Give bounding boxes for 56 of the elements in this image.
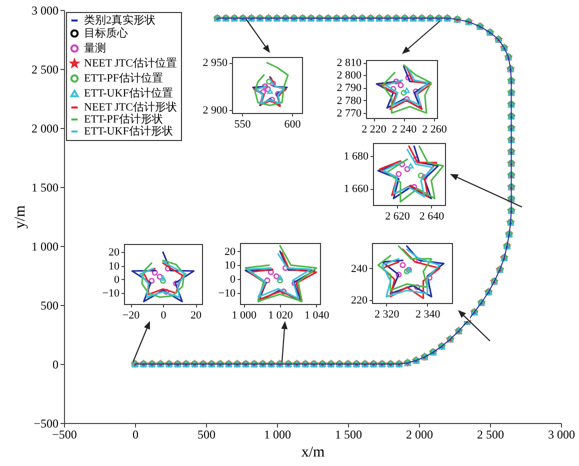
y-tick-label: 240	[351, 262, 368, 275]
x-tick-label: 2 000	[406, 428, 433, 442]
y-tick-label: 0	[52, 358, 58, 372]
y-tick-label: 0	[230, 274, 236, 286]
y-tick-label: 1 000	[32, 240, 58, 254]
legend-label: NEET JTC估计形状	[84, 100, 177, 114]
y-axis-title: y/m	[12, 205, 28, 229]
y-tick-label: 2 900	[202, 104, 228, 117]
legend-label: ETT-PF估计形状	[84, 112, 164, 126]
x-tick-label: 0	[160, 310, 167, 322]
y-tick-label: 2 780	[336, 94, 362, 107]
x-tick-label: 2 620	[385, 210, 410, 222]
y-tick-label: 2 770	[336, 107, 362, 120]
legend-label: 类别2真实形状	[84, 14, 156, 26]
y-tick-label: 10	[224, 260, 236, 272]
x-tick-label: 1 000	[264, 428, 291, 442]
y-tick-label: 2 800	[336, 70, 362, 82]
legend-label: 目标质心	[84, 26, 128, 40]
y-tick-label: 2 950	[202, 57, 228, 70]
legend-label: ETT-UKF估计位置	[84, 86, 173, 100]
y-tick-label: 20	[224, 246, 236, 258]
y-tick-label: 1 680	[344, 150, 369, 163]
y-tick-label: 2 790	[336, 82, 362, 94]
y-tick-label: 1 500	[32, 180, 58, 194]
x-tick-label: 2 500	[477, 428, 504, 442]
x-tick-label: 0	[132, 428, 138, 442]
y-tick-label: 220	[351, 294, 368, 306]
y-tick-label: 0	[114, 274, 120, 286]
y-tick-label: 10	[108, 260, 120, 272]
x-tick-label: 1 040	[304, 310, 330, 322]
x-tick-label: 1 020	[268, 310, 294, 322]
legend-label: 量测	[84, 42, 106, 54]
x-tick-label: 2 260	[422, 124, 448, 136]
y-tick-label: 1 660	[344, 183, 369, 196]
x-tick-label: 2 340	[416, 308, 441, 320]
y-tick-label: −500	[34, 416, 58, 430]
x-tick-label: 2 640	[419, 210, 445, 222]
x-tick-label: 20	[190, 310, 202, 322]
x-axis-title: x/m	[301, 444, 325, 460]
x-tick-label: 600	[284, 118, 302, 130]
y-tick-label: 2 500	[32, 62, 58, 76]
legend-label: NEET JTC估计位置	[84, 56, 177, 70]
y-tick-label: −10	[102, 288, 120, 300]
legend-label: ETT-UKF估计形状	[84, 124, 173, 138]
y-tick-label: 3 000	[32, 4, 58, 18]
x-tick-label: 550	[234, 118, 252, 130]
y-tick-label: 20	[108, 246, 120, 259]
y-tick-label: −10	[218, 287, 236, 300]
x-tick-label: 2 220	[362, 124, 387, 136]
x-tick-label: 2 240	[392, 124, 418, 136]
legend-label: ETT-PF估计位置	[84, 72, 164, 84]
x-tick-label: 2 320	[374, 308, 400, 320]
x-tick-label: −20	[122, 310, 140, 322]
y-tick-label: 2 810	[336, 57, 362, 70]
x-tick-label: −500	[52, 428, 77, 442]
x-tick-label: 3 000	[548, 428, 575, 442]
